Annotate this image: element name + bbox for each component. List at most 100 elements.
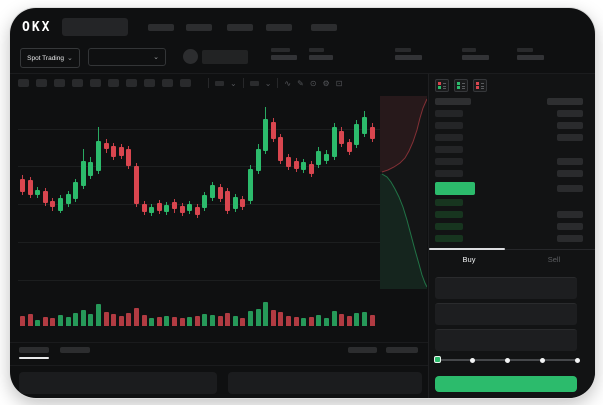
bid-amount-placeholder — [557, 235, 583, 242]
candle-body — [346, 142, 352, 152]
candle-body — [293, 161, 299, 169]
candle-body — [42, 191, 48, 203]
pair-dropdown[interactable]: ⌄ — [88, 48, 166, 66]
indicators-dropdown-blob[interactable] — [249, 80, 259, 86]
candle-body — [301, 162, 307, 170]
fullscreen-icon[interactable]: ⊡ — [335, 78, 343, 88]
volume-bar — [134, 308, 139, 326]
stat-label-placeholder — [271, 48, 290, 52]
volume-bar — [172, 317, 177, 326]
orderbook-view-icon[interactable] — [473, 79, 487, 92]
bid-price-placeholder[interactable] — [435, 211, 463, 218]
candle-body — [286, 157, 291, 167]
timeframe-button[interactable] — [90, 79, 101, 87]
ask-price-placeholder[interactable] — [435, 122, 463, 129]
volume-bar — [126, 313, 132, 326]
ask-price-placeholder[interactable] — [435, 146, 463, 153]
icon-line — [481, 85, 484, 87]
volume-bar — [156, 317, 162, 326]
icon-cell — [438, 86, 441, 89]
panel-action-button[interactable] — [348, 347, 377, 353]
volume-bar — [324, 318, 329, 326]
order-panel: Buy Sell — [428, 73, 595, 398]
ask-price-placeholder[interactable] — [435, 158, 463, 165]
volume-bar — [194, 316, 200, 326]
volume-bar — [301, 318, 307, 326]
slider-handle[interactable] — [433, 356, 441, 363]
volume-bar — [111, 314, 117, 326]
last-price-bar[interactable] — [435, 182, 475, 195]
volume-bar — [202, 314, 208, 326]
candle-body — [50, 201, 56, 207]
nav-item[interactable] — [148, 24, 174, 31]
orderbook-price-header — [435, 98, 471, 105]
bid-price-placeholder[interactable] — [435, 223, 463, 230]
chevron-down-icon[interactable]: ⌄ — [264, 78, 272, 88]
camera-icon[interactable]: ⊙ — [309, 78, 317, 88]
timeframe-button[interactable] — [18, 79, 29, 87]
interval-dropdown-blob[interactable] — [215, 80, 224, 86]
candle-body — [96, 141, 101, 171]
slider-stop[interactable] — [469, 357, 475, 363]
market-type-dropdown[interactable]: Spot Trading ⌄ — [20, 48, 80, 68]
candle-body — [240, 199, 246, 207]
orderbook-view-icon[interactable] — [435, 79, 449, 92]
chevron-down-icon[interactable]: ⌄ — [230, 78, 237, 88]
line-type-icon[interactable]: ∿ — [284, 78, 292, 88]
ask-amount-placeholder — [557, 122, 583, 129]
volume-bar — [248, 311, 253, 326]
nav-item[interactable] — [266, 24, 292, 31]
panel-action-button[interactable] — [386, 347, 418, 353]
timeframe-button[interactable] — [72, 79, 83, 87]
ticker-stat — [462, 48, 489, 64]
volume-bar — [179, 318, 185, 326]
order-input[interactable] — [435, 329, 577, 351]
search-input[interactable] — [62, 18, 128, 36]
nav-item[interactable] — [311, 24, 337, 31]
orderbook-view-icon[interactable] — [454, 79, 468, 92]
bid-price-placeholder[interactable] — [435, 199, 463, 206]
volume-bar — [103, 312, 109, 326]
gridline — [18, 242, 380, 243]
slider-stop[interactable] — [539, 357, 545, 363]
tab-buy[interactable]: Buy — [462, 255, 476, 264]
candle-body — [362, 117, 367, 134]
volume-bar — [88, 314, 94, 326]
candle-body — [149, 207, 155, 213]
candle-body — [339, 131, 345, 144]
candle-body — [27, 180, 33, 195]
timeframe-button[interactable] — [144, 79, 155, 87]
timeframe-button[interactable] — [126, 79, 137, 87]
timeframe-button[interactable] — [54, 79, 65, 87]
ticker-stat — [517, 48, 544, 64]
candle-body — [217, 187, 223, 199]
tab[interactable] — [60, 347, 90, 353]
bid-price-placeholder[interactable] — [435, 235, 463, 242]
nav-item[interactable] — [227, 24, 253, 31]
timeframe-button[interactable] — [36, 79, 47, 87]
volume-bar — [187, 317, 193, 326]
order-input[interactable] — [435, 303, 577, 325]
timeframe-button[interactable] — [108, 79, 119, 87]
settings-icon[interactable]: ⚙ — [322, 78, 330, 88]
stat-label-placeholder — [309, 48, 324, 52]
ask-price-placeholder[interactable] — [435, 134, 463, 141]
draw-icon[interactable]: ✎ — [297, 78, 304, 88]
candlestick-chart[interactable] — [18, 99, 380, 331]
nav-item[interactable] — [186, 24, 212, 31]
slider-stop[interactable] — [504, 357, 510, 363]
ask-price-placeholder[interactable] — [435, 110, 463, 117]
tab-sell[interactable]: Sell — [547, 255, 561, 264]
amount-slider[interactable] — [429, 354, 585, 366]
icon-cell — [457, 86, 460, 89]
tab-active[interactable] — [19, 347, 49, 353]
app-window: OKX Spot Trading ⌄ ⌄ ⌄ ⌄ ∿ ✎ ⊙ ⚙ ⊡ — [10, 8, 595, 398]
ask-price-placeholder[interactable] — [435, 170, 463, 177]
last-price-amount-placeholder — [557, 185, 583, 192]
buy-button[interactable] — [435, 376, 577, 392]
slider-stop[interactable] — [574, 357, 580, 363]
timeframe-button[interactable] — [162, 79, 173, 87]
order-input[interactable] — [435, 277, 577, 299]
timeframe-button[interactable] — [180, 79, 191, 87]
toolbar-divider — [208, 78, 209, 88]
